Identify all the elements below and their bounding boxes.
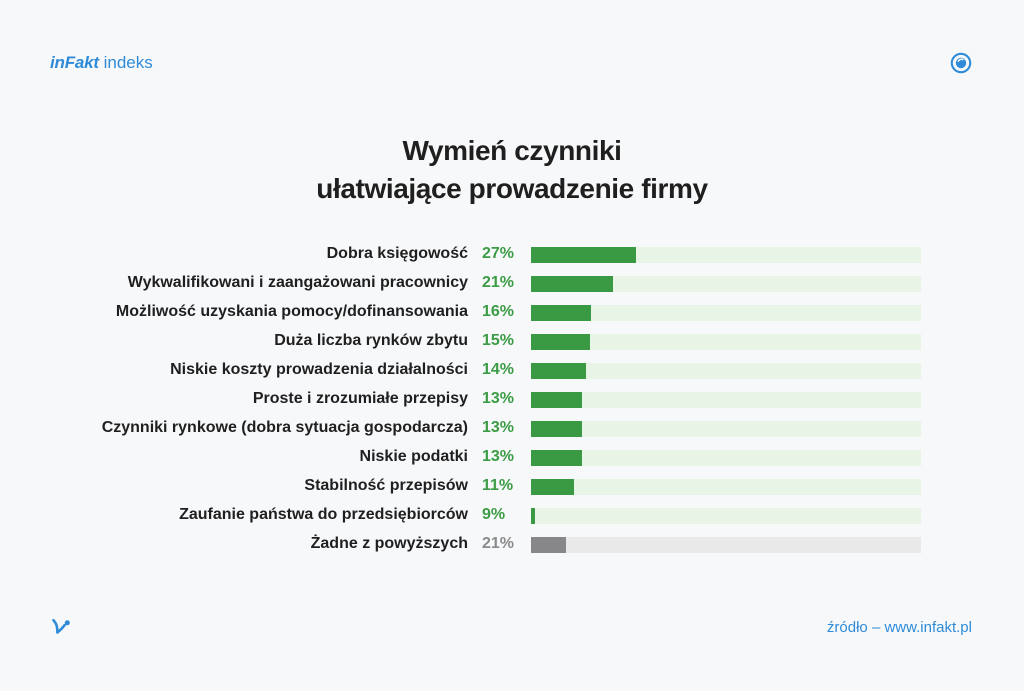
bar-track <box>531 305 921 321</box>
bar-row: Duża liczba rynków zbytu 15% <box>0 327 1024 356</box>
value-label: 13% <box>482 419 515 436</box>
bar-row: Żadne z powyższych 21% <box>0 530 1024 559</box>
bar <box>531 305 591 321</box>
bar <box>531 276 613 292</box>
bar-track <box>531 392 921 408</box>
bar-chart: Dobra księgowość 27% Wykwalifikowani i zaa… <box>0 240 1024 560</box>
value-label: 13% <box>482 390 515 407</box>
value-label: 21% <box>482 274 515 291</box>
value-label: 9% <box>482 506 506 523</box>
bar-row: Niskie podatki 13% <box>0 443 1024 472</box>
bar-row: Czynniki rynkowe (dobra sytuacja gospoda… <box>0 414 1024 443</box>
value-label: 14% <box>482 361 515 378</box>
bar-row: Proste i zrozumiałe przepisy 13% <box>0 385 1024 414</box>
bar <box>531 537 566 553</box>
brand-suffix: indeks <box>98 53 153 72</box>
bar-track <box>531 537 921 553</box>
bar-track <box>531 247 921 263</box>
category-label: Wykwalifikowani i zaangażowani pracownic… <box>127 274 468 291</box>
value-label: 27% <box>482 245 515 262</box>
category-label: Duża liczba rynków zbytu <box>274 332 468 349</box>
bar <box>531 479 574 495</box>
category-label: Stabilność przepisów <box>304 477 468 494</box>
category-label: Niskie podatki <box>359 448 468 465</box>
category-label: Dobra księgowość <box>326 245 468 262</box>
bar-track <box>531 334 921 350</box>
category-label: Możliwość uzyskania pomocy/dofinansowani… <box>115 303 468 320</box>
source-link[interactable]: źródło – www.infakt.pl <box>826 619 972 636</box>
bar <box>531 392 582 408</box>
category-label: Czynniki rynkowe (dobra sytuacja gospoda… <box>101 419 468 436</box>
value-label: 16% <box>482 303 515 320</box>
value-label: 21% <box>482 535 515 552</box>
bar <box>531 508 535 524</box>
value-label: 15% <box>482 332 515 349</box>
bar-track <box>531 479 921 495</box>
category-label: Zaufanie państwa do przedsiębiorców <box>179 506 468 523</box>
bar <box>531 450 582 466</box>
bar-row: Wykwalifikowani i zaangażowani pracownic… <box>0 269 1024 298</box>
bar <box>531 421 582 437</box>
bar-track <box>531 450 921 466</box>
value-label: 13% <box>482 448 515 465</box>
bar-track <box>531 363 921 379</box>
bar-row: Możliwość uzyskania pomocy/dofinansowani… <box>0 298 1024 327</box>
bar <box>531 334 590 350</box>
brand-logo[interactable]: inFakt indeks <box>50 53 153 73</box>
bar-row: Zaufanie państwa do przedsiębiorców 9% <box>0 501 1024 530</box>
chart-title-line-2: ułatwiające prowadzenie firmy <box>316 173 708 204</box>
bar-row: Niskie koszty prowadzenia działalności 14… <box>0 356 1024 385</box>
bar-row: Stabilność przepisów 11% <box>0 472 1024 501</box>
category-label: Proste i zrozumiałe przepisy <box>252 390 468 407</box>
bar-track <box>531 421 921 437</box>
brand-name: inFakt <box>50 53 99 72</box>
eye-icon[interactable] <box>950 52 972 74</box>
bar <box>531 363 586 379</box>
bar-track <box>531 508 921 524</box>
chart-title: Wymień czynniki ułatwiające prowadzenie … <box>0 132 1024 208</box>
category-label: Żadne z powyższych <box>310 535 468 552</box>
bar-track <box>531 276 921 292</box>
value-label: 11% <box>482 477 514 494</box>
bird-icon <box>52 618 70 634</box>
bar <box>531 247 636 263</box>
category-label: Niskie koszty prowadzenia działalności <box>170 361 468 378</box>
chart-title-line-1: Wymień czynniki <box>402 135 622 166</box>
bar-row: Dobra księgowość 27% <box>0 240 1024 269</box>
